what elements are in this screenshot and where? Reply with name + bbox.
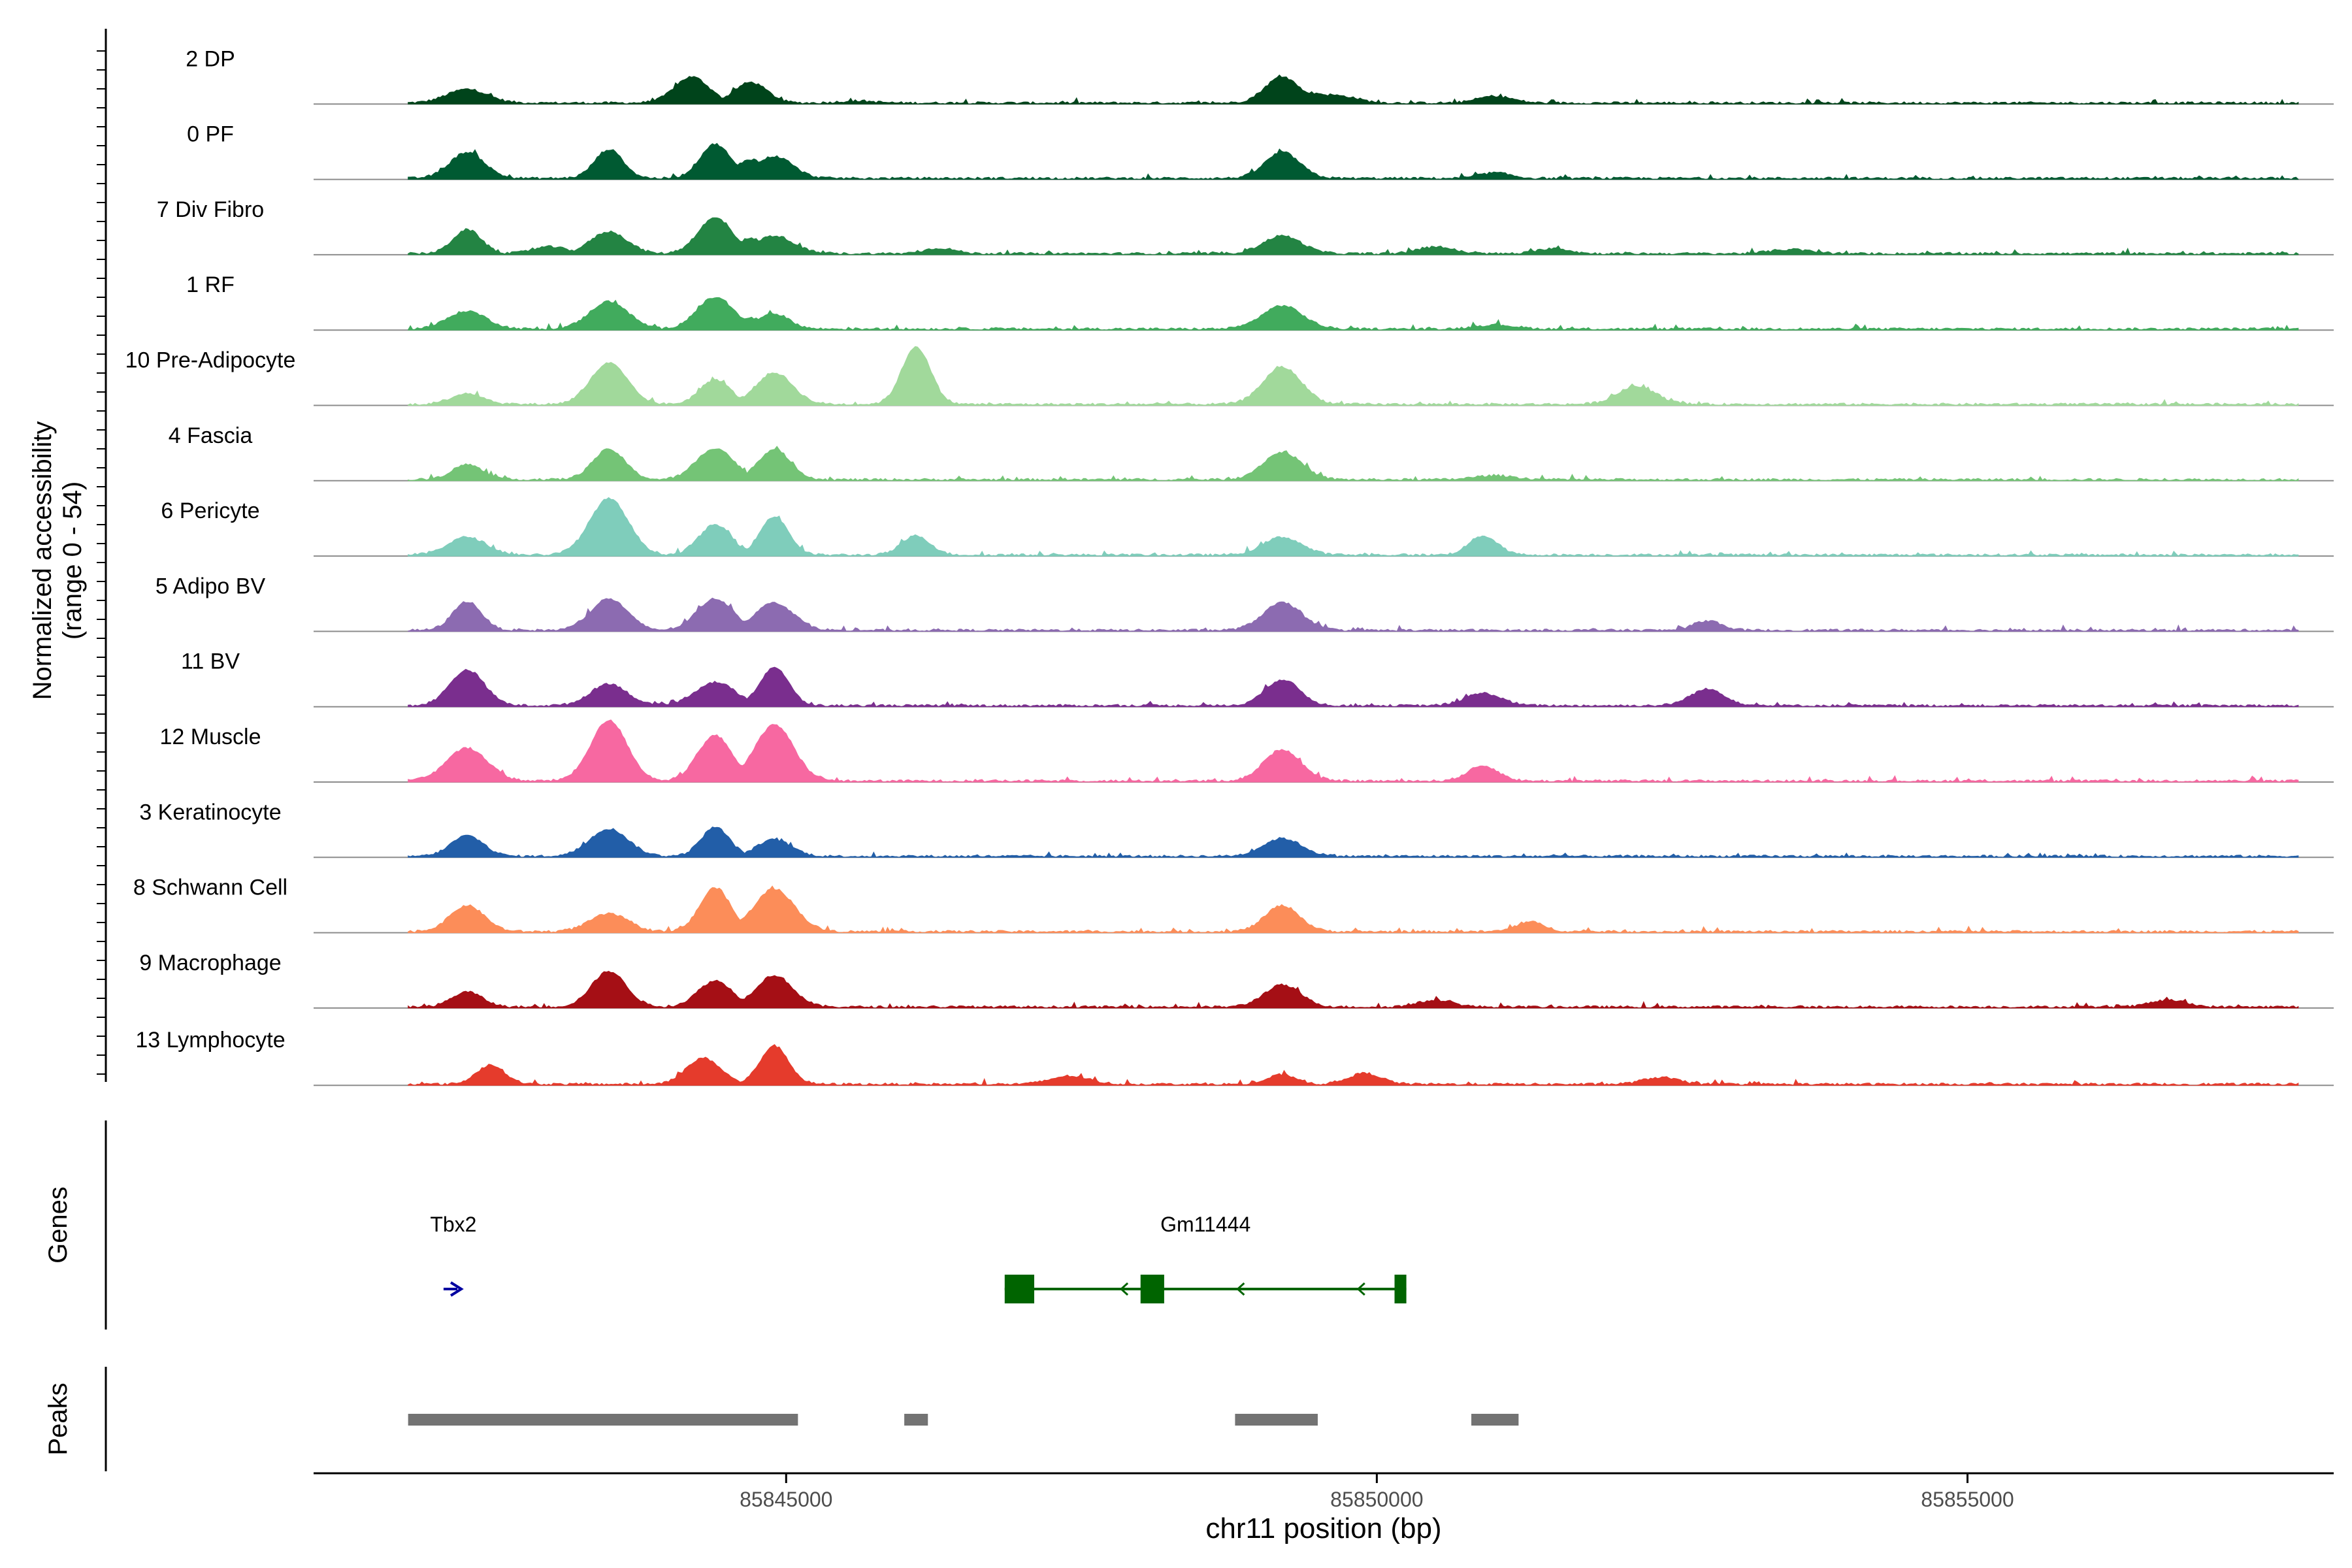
track-label: 5 Adipo BV bbox=[155, 574, 266, 598]
track: 2 DP bbox=[186, 46, 2334, 105]
track-label: 3 Keratinocyte bbox=[139, 800, 281, 825]
y-axis-title-line1: Normalized accessibility bbox=[28, 421, 57, 700]
track-label: 1 RF bbox=[186, 272, 235, 297]
gene-label: Gm11444 bbox=[1160, 1213, 1250, 1236]
track: 3 Keratinocyte bbox=[139, 800, 2334, 858]
x-tick-label: 85850000 bbox=[1330, 1488, 1423, 1511]
track-label: 6 Pericyte bbox=[161, 498, 259, 523]
track-label: 13 Lymphocyte bbox=[135, 1028, 285, 1053]
gene-exon bbox=[1004, 1275, 1034, 1303]
track-area bbox=[408, 970, 2299, 1009]
gene-strand-chevron bbox=[1356, 1282, 1365, 1296]
coverage-tracks: 2 DP 0 PF 7 Div Fibro 1 RF 10 Pre-Adipocyte 4… bbox=[125, 46, 2334, 1086]
track-area bbox=[408, 1044, 2299, 1086]
gene-annotations: Tbx2 Gm11444 bbox=[430, 1213, 1407, 1303]
track: 13 Lymphocyte bbox=[135, 1028, 2334, 1086]
track-label: 2 DP bbox=[186, 46, 235, 71]
x-axis-ticks: 85845000 85850000 85855000 bbox=[740, 1473, 2014, 1511]
gene: Tbx2 bbox=[430, 1213, 476, 1297]
track-area bbox=[408, 719, 2299, 783]
track-label: 9 Macrophage bbox=[139, 951, 281, 975]
gene-exon bbox=[1394, 1275, 1407, 1303]
track: 4 Fascia bbox=[169, 423, 2334, 482]
peak-bar bbox=[904, 1414, 928, 1426]
track: 11 BV bbox=[181, 649, 2334, 708]
gene-exon bbox=[1140, 1275, 1164, 1303]
peak-regions bbox=[408, 1414, 1519, 1426]
gene-label: Tbx2 bbox=[430, 1213, 476, 1236]
gene-strand-chevron bbox=[1119, 1282, 1129, 1296]
track-area bbox=[408, 217, 2299, 255]
coverage-y-ticks bbox=[97, 50, 106, 1075]
track-label: 0 PF bbox=[187, 122, 234, 147]
track-area bbox=[408, 142, 2299, 180]
peak-bar bbox=[408, 1414, 798, 1426]
track: 6 Pericyte bbox=[161, 497, 2334, 557]
track: 1 RF bbox=[186, 272, 2334, 331]
track-label: 8 Schwann Cell bbox=[133, 875, 287, 900]
x-tick-label: 85855000 bbox=[1921, 1488, 2014, 1511]
gene: Gm11444 bbox=[1004, 1213, 1407, 1303]
genes-panel-label: Genes bbox=[44, 1186, 73, 1264]
track: 10 Pre-Adipocyte bbox=[125, 346, 2334, 406]
track-label: 10 Pre-Adipocyte bbox=[125, 348, 296, 373]
track-area bbox=[408, 74, 2299, 105]
track-area bbox=[408, 297, 2299, 331]
track-area bbox=[408, 885, 2299, 934]
track-area bbox=[408, 826, 2299, 858]
y-axis-title-line2: (range 0 - 54) bbox=[58, 482, 87, 640]
peak-bar bbox=[1471, 1414, 1519, 1426]
track: 5 Adipo BV bbox=[155, 574, 2334, 632]
track-label: 4 Fascia bbox=[169, 423, 253, 448]
gene-arrowhead bbox=[449, 1281, 464, 1297]
peak-bar bbox=[1235, 1414, 1318, 1426]
track-label: 12 Muscle bbox=[160, 725, 261, 749]
track-area bbox=[408, 666, 2299, 708]
peaks-panel-label: Peaks bbox=[44, 1382, 73, 1455]
track: 7 Div Fibro bbox=[157, 197, 2334, 255]
track: 12 Muscle bbox=[160, 719, 2334, 783]
x-tick-label: 85845000 bbox=[740, 1488, 832, 1511]
track-label: 7 Div Fibro bbox=[157, 197, 264, 222]
track-area bbox=[408, 446, 2299, 482]
track: 0 PF bbox=[187, 122, 2334, 180]
track-area bbox=[408, 497, 2299, 557]
track-area bbox=[408, 346, 2299, 406]
track-label: 11 BV bbox=[181, 649, 240, 674]
track: 9 Macrophage bbox=[139, 951, 2334, 1009]
gene-strand-chevron bbox=[1236, 1282, 1245, 1296]
track-area bbox=[408, 597, 2299, 632]
x-axis-title: chr11 position (bp) bbox=[1205, 1512, 1441, 1544]
track: 8 Schwann Cell bbox=[133, 875, 2334, 934]
